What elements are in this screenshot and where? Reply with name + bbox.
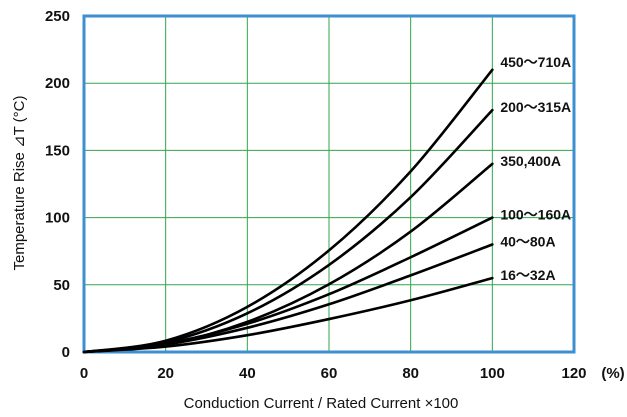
series-label: 450～710A [500,54,571,70]
y-tick-label: 50 [53,277,70,294]
x-axis-unit: (%) [601,365,624,382]
series-label: 100～160A [500,207,571,223]
y-tick-label: 100 [45,210,70,227]
series-line [82,162,494,354]
x-tick-label: 120 [561,365,586,382]
tick-labels: 0 20 40 60 80 100 120 0 50 100 150 200 250 [45,8,587,382]
x-tick-label: 20 [157,365,174,382]
x-tick-label: 100 [480,365,505,382]
y-tick-label: 250 [45,8,70,25]
x-tick-label: 0 [80,365,88,382]
x-tick-label: 40 [239,365,256,382]
series-line [82,68,494,354]
x-tick-label: 80 [402,365,419,382]
y-tick-label: 200 [45,75,70,92]
series-labels: 450～710A 200～315A 350,400A 100～160A 40～80A 16… [500,54,571,283]
y-tick-label: 0 [62,344,70,361]
series-label: 350,400A [500,153,561,169]
plot-frame [82,14,576,354]
series-lines [82,68,494,354]
series-label: 16～32A [500,267,555,283]
series-label: 200～315A [500,99,571,115]
x-tick-label: 60 [321,365,338,382]
series-line [82,276,494,354]
x-axis-label: Conduction Current / Rated Current ×100 [184,395,459,412]
y-tick-label: 150 [45,142,70,159]
series-label: 40～80A [500,233,555,249]
y-axis-label: Temperature Rise ⊿T (°C) [11,95,28,270]
series-line [82,243,494,354]
